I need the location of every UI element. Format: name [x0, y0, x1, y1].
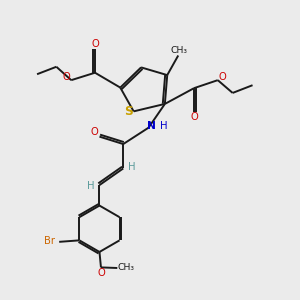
Text: O: O — [219, 72, 227, 82]
Text: H: H — [128, 162, 135, 172]
Text: N: N — [147, 121, 156, 131]
Text: O: O — [190, 112, 198, 122]
Text: CH₃: CH₃ — [171, 46, 188, 55]
Text: Br: Br — [44, 236, 55, 246]
Text: S: S — [124, 105, 133, 118]
Text: O: O — [91, 39, 99, 49]
Text: O: O — [97, 268, 105, 278]
Text: H: H — [160, 121, 167, 131]
Text: CH₃: CH₃ — [117, 263, 134, 272]
Text: O: O — [91, 127, 98, 136]
Text: O: O — [62, 72, 70, 82]
Text: H: H — [87, 181, 95, 191]
